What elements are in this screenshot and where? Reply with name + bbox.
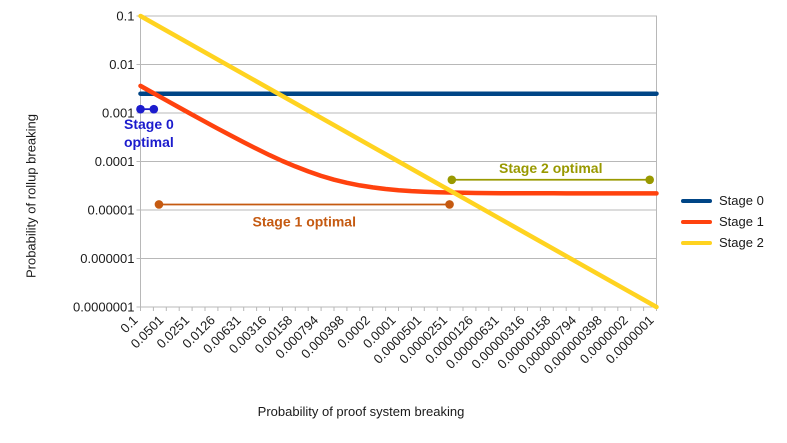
y-tick-label: 0.1 [116, 9, 134, 24]
stage1-optimal-dot-start [154, 200, 164, 209]
x-axis-title: Probability of proof system breaking [257, 404, 465, 419]
series-line-stage-2 [138, 13, 659, 310]
stage2-optimal-label: Stage 2 optimal [499, 160, 602, 176]
y-tick-label: 0.00001 [88, 203, 135, 218]
y-tick-label: 0.01 [109, 57, 134, 72]
series-line-stage-1 [138, 83, 659, 196]
legend-item-stage-1: Stage 1 [681, 211, 764, 232]
legend: Stage 0 Stage 1 Stage 2 [681, 190, 764, 253]
stage2-optimal-dot-end [645, 175, 654, 185]
legend-label-stage-1: Stage 1 [719, 214, 764, 229]
legend-item-stage-2: Stage 2 [681, 232, 764, 253]
stage2-optimal-dot-start [447, 175, 457, 185]
legend-swatch-stage-0-icon [681, 198, 712, 203]
y-tick-label: 0.001 [102, 106, 135, 121]
y-tick-label: 0.0001 [95, 154, 135, 169]
y-tick-label: 0.000001 [80, 251, 134, 266]
stage1-optimal-dot-end [445, 200, 454, 209]
legend-label-stage-2: Stage 2 [719, 235, 764, 250]
legend-swatch-stage-1-icon [681, 219, 712, 224]
y-tick-label: 0.0000001 [73, 300, 134, 315]
stage1-optimal-label: Stage 1 optimal [253, 213, 356, 229]
stage0-optimal-dot-end [149, 104, 159, 114]
stage0-optimal-dot-start [136, 104, 145, 114]
y-axis-title: Probability of rollup breaking [23, 113, 39, 279]
legend-label-stage-0: Stage 0 [719, 193, 764, 208]
stage0-optimal-label: Stage 0 [124, 116, 174, 132]
stage0-optimal-label: optimal [124, 134, 174, 150]
legend-item-stage-0: Stage 0 [681, 190, 764, 211]
legend-swatch-stage-2-icon [681, 240, 712, 245]
